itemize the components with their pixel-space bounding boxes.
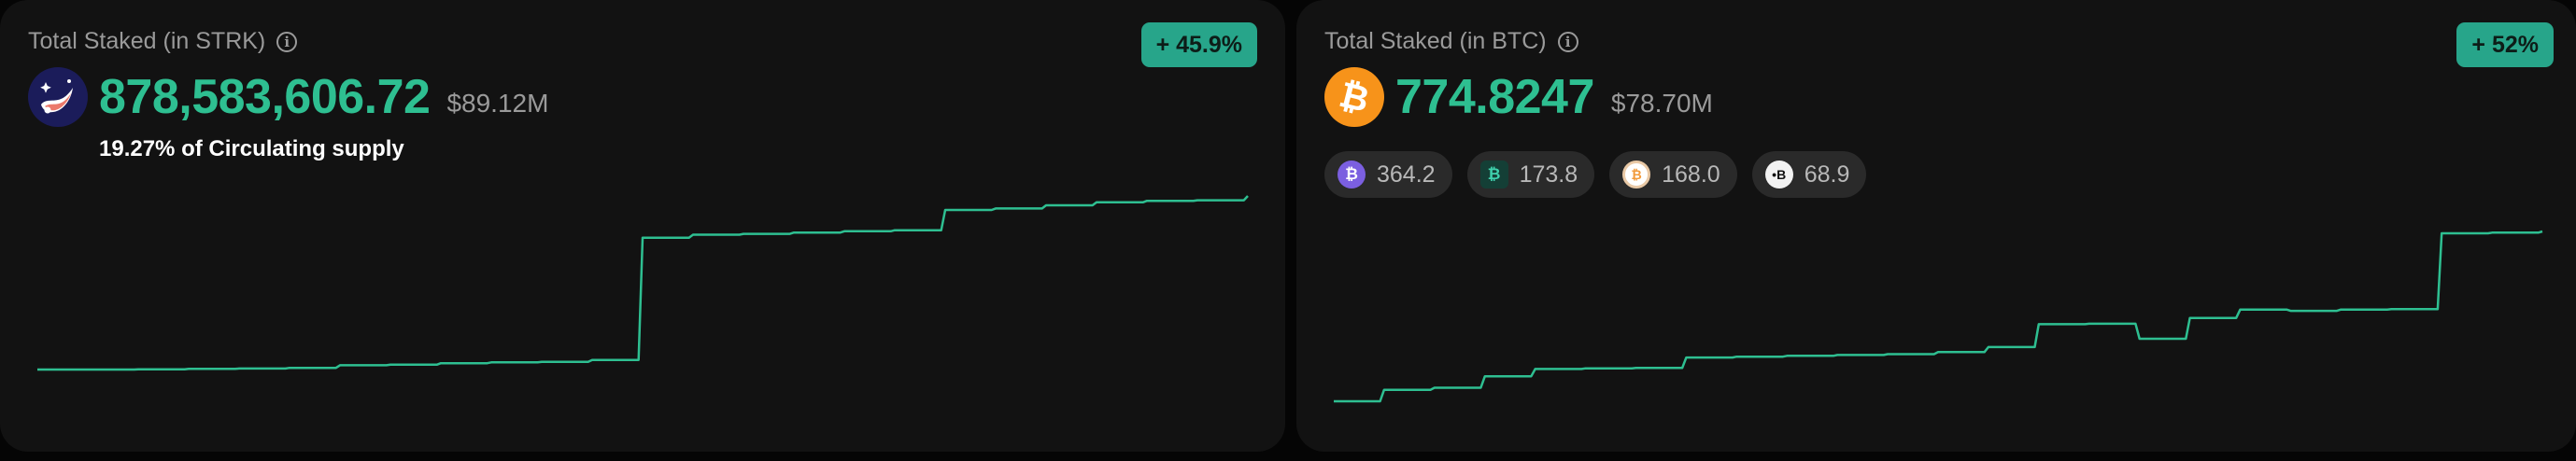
strk-staked-card: Total Staked (in STRK) i + 45.9% 878,583… xyxy=(0,0,1285,452)
starknet-logo-icon xyxy=(28,67,88,127)
strk-usd-value: $89.12M xyxy=(446,89,549,118)
token-chip-value: 364.2 xyxy=(1377,161,1436,188)
token-chip-value: 168.0 xyxy=(1662,161,1720,188)
strk-staked-chart xyxy=(37,195,1249,371)
token-chip-orange-btc[interactable]: ₿ 168.0 xyxy=(1609,151,1737,198)
bitcoin-logo-icon: ₿ xyxy=(1324,67,1384,127)
btc-staked-chart xyxy=(1334,230,2543,403)
info-circle-icon[interactable]: i xyxy=(276,31,298,52)
strk-series-line xyxy=(37,195,1249,371)
btc-series-line xyxy=(1334,230,2543,403)
btc-staked-card: Total Staked (in BTC) i + 52% ₿ 774.8247… xyxy=(1296,0,2576,452)
info-circle-icon[interactable]: i xyxy=(1557,31,1578,52)
btc-black-white-icon: •B xyxy=(1764,161,1793,189)
token-chip-wbtc[interactable]: ₿ 364.2 xyxy=(1324,151,1452,198)
strk-card-title-text: Total Staked (in STRK) xyxy=(28,28,266,54)
btc-total-staked-value: 774.8247 xyxy=(1395,70,1594,124)
strk-supply-text: 19.27% of Circulating supply xyxy=(99,136,404,161)
btc-usd-value: $78.70M xyxy=(1610,89,1713,118)
btc-card-title: Total Staked (in BTC) i xyxy=(1324,28,1578,55)
token-chip-teal-btc[interactable]: ₿ 173.8 xyxy=(1466,151,1595,198)
btc-card-title-text: Total Staked (in BTC) xyxy=(1324,28,1547,54)
btc-change-badge: + 52% xyxy=(2456,22,2554,67)
token-chip-bw-btc[interactable]: •B 68.9 xyxy=(1751,151,1867,198)
token-chip-value: 173.8 xyxy=(1519,161,1578,188)
strk-change-badge: + 45.9% xyxy=(1140,22,1257,67)
strk-value-row: 878,583,606.72 $89.12M xyxy=(28,67,548,127)
btc-teal-icon: ₿ xyxy=(1479,161,1508,189)
btc-token-breakdown: ₿ 364.2 ₿ 173.8 ₿ 168.0 •B 68.9 xyxy=(1324,151,1867,198)
strk-total-staked-value: 878,583,606.72 xyxy=(99,70,431,124)
wrapped-btc-purple-icon: ₿ xyxy=(1338,161,1366,189)
token-chip-value: 68.9 xyxy=(1804,161,1850,188)
btc-value-row: ₿ 774.8247 $78.70M xyxy=(1324,67,1713,127)
strk-card-title: Total Staked (in STRK) i xyxy=(28,28,298,55)
btc-orange-ring-icon: ₿ xyxy=(1622,161,1651,189)
